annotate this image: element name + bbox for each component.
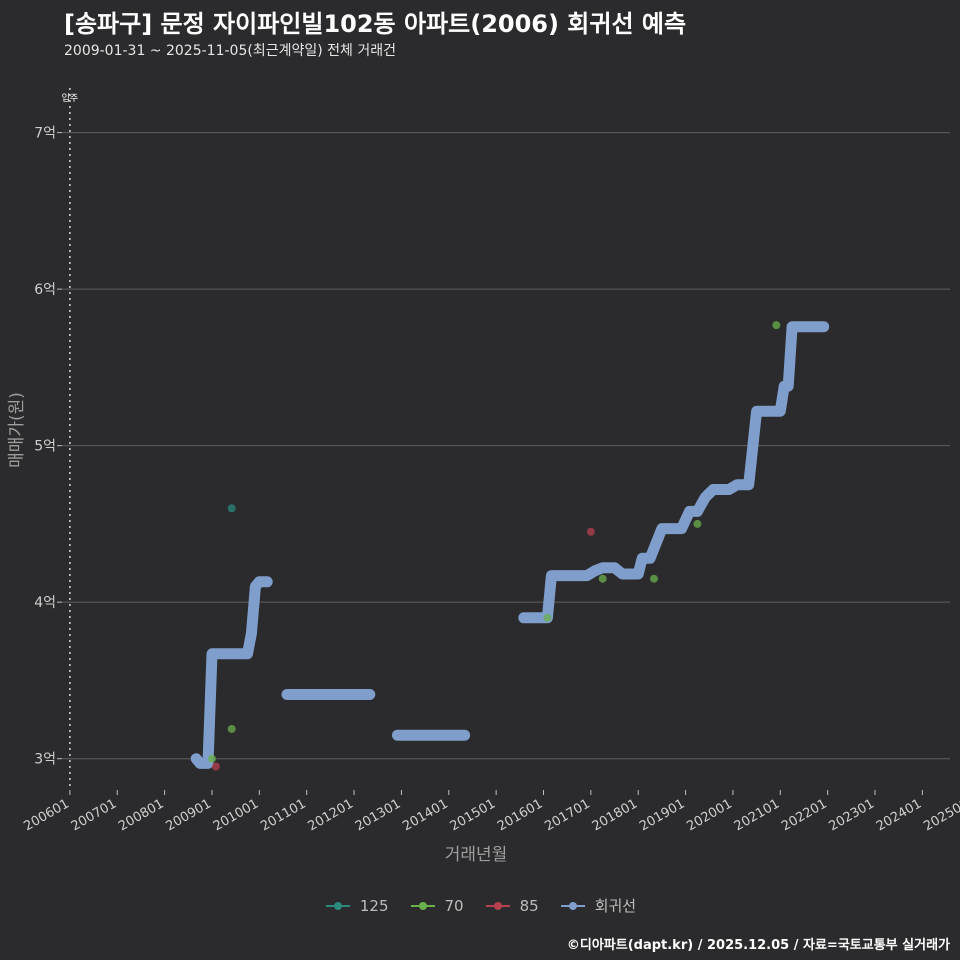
- y-axis: 3억 4억 5억 6억 7억: [34, 126, 62, 768]
- x-tick-label: 201901: [637, 796, 687, 834]
- source-credit: ©디아파트(dapt.kr) / 2025.12.05 / 자료=국토교통부 실…: [566, 938, 950, 953]
- legend-label-regression: 회귀선: [594, 897, 637, 915]
- x-tick-label: 200801: [116, 796, 166, 834]
- legend-item-85: 85: [484, 896, 539, 916]
- data-point-70-0: [207, 754, 216, 763]
- x-tick-label: 202001: [684, 796, 734, 834]
- legend-label-85: 85: [519, 896, 539, 915]
- gridlines: [62, 132, 950, 760]
- x-tick-label: 201101: [258, 796, 308, 834]
- x-tick-label: 202401: [874, 796, 924, 834]
- legend-label-125: 125: [359, 896, 389, 915]
- x-tick-label: 202101: [732, 796, 782, 834]
- data-point-70-1: [227, 724, 236, 733]
- regression-segment-0: [190, 576, 273, 769]
- regression-line: [190, 321, 830, 769]
- y-tick-label: 6억: [34, 282, 56, 298]
- x-tick-label: 201401: [400, 796, 450, 834]
- legend-item-regression: 회귀선: [559, 895, 636, 916]
- x-axis-title: 거래년월: [445, 845, 508, 865]
- chart-subtitle: 2009-01-31 ~ 2025-11-05(최근계약일) 전체 거래건: [64, 43, 396, 59]
- move-in-marker-label: 입주: [62, 92, 79, 104]
- x-tick-label: 201001: [211, 796, 261, 834]
- scatter-points: [207, 321, 781, 771]
- x-tick-label: 202501: [921, 796, 960, 834]
- x-axis: 2006012007012008012009012010012011012012…: [21, 790, 960, 834]
- x-tick-label: 201601: [495, 796, 545, 834]
- y-tick-label: 4억: [34, 595, 56, 611]
- y-tick-label: 7억: [34, 126, 56, 142]
- x-tick-label: 201501: [448, 796, 498, 834]
- data-point-125-0: [227, 504, 236, 513]
- x-tick-label: 201201: [306, 796, 356, 834]
- legend-item-125: 125: [324, 896, 389, 916]
- x-tick-label: 200901: [163, 796, 213, 834]
- y-tick-label: 3억: [34, 752, 56, 768]
- data-point-70-4: [650, 574, 658, 583]
- y-axis-title: 매매가(원): [7, 392, 27, 468]
- y-tick-label: 5억: [34, 439, 56, 455]
- data-point-70-3: [598, 574, 607, 583]
- x-tick-label: 200601: [21, 796, 71, 834]
- legend-label-70: 70: [444, 896, 464, 915]
- chart-title: [송파구] 문정 자이파인빌102동 아파트(2006) 회귀선 예측: [64, 10, 687, 38]
- legend-key-regression-icon: [559, 896, 587, 916]
- legend-key-125-icon: [324, 896, 352, 916]
- data-point-70-6: [772, 321, 781, 330]
- x-tick-label: 200701: [69, 796, 119, 834]
- regression-segment-3: [518, 321, 830, 624]
- x-tick-label: 201701: [542, 796, 592, 834]
- legend-key-70-icon: [409, 896, 437, 916]
- legend-item-70: 70: [409, 896, 464, 916]
- data-point-85-0: [211, 762, 220, 771]
- legend-key-85-icon: [484, 896, 512, 916]
- data-point-70-2: [543, 613, 552, 622]
- legend: 125 70 85 회귀선: [0, 895, 960, 916]
- x-tick-label: 201801: [590, 796, 640, 834]
- data-point-70-5: [693, 519, 702, 528]
- x-tick-label: 202301: [827, 796, 877, 834]
- x-tick-label: 201301: [353, 796, 403, 834]
- data-point-85-1: [586, 527, 595, 536]
- x-tick-label: 202201: [779, 796, 829, 834]
